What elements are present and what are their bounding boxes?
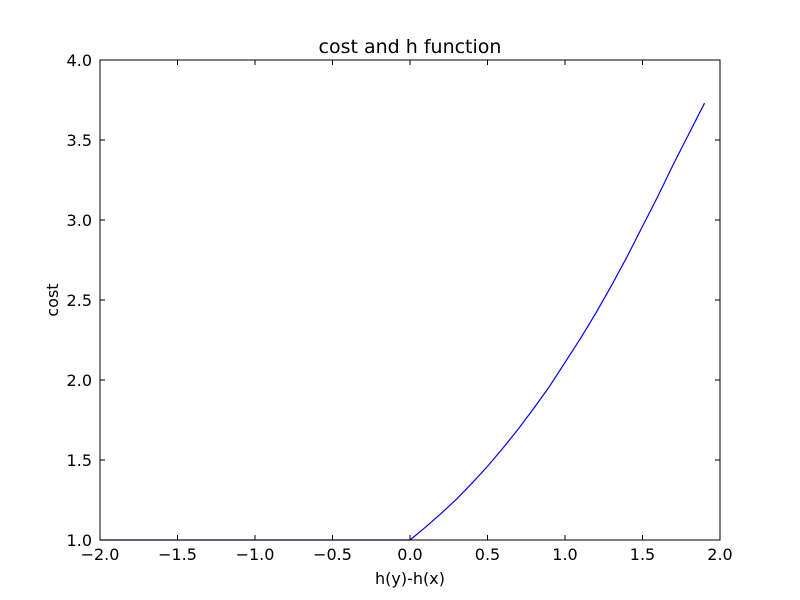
- y-tick-label: 2.5: [67, 291, 92, 310]
- y-tick-label: 4.0: [67, 51, 92, 70]
- y-tick-label: 1.5: [67, 451, 92, 470]
- x-tick-label: 0.0: [397, 545, 422, 564]
- x-tick-label: −1.5: [158, 545, 197, 564]
- x-tick-label: 1.0: [552, 545, 577, 564]
- y-tick-label: 3.5: [67, 131, 92, 150]
- y-axis-label: cost: [43, 283, 62, 316]
- y-tick-label: 3.0: [67, 211, 92, 230]
- x-tick-label: 1.5: [630, 545, 655, 564]
- x-tick-label: 2.0: [707, 545, 732, 564]
- axes-frame: [99, 59, 721, 541]
- x-axis-label: h(y)-h(x): [375, 569, 445, 588]
- x-tick-label: −2.0: [81, 545, 120, 564]
- x-tick-label: −1.0: [236, 545, 275, 564]
- x-tick-label: −0.5: [313, 545, 352, 564]
- plot-area: −2.0 −1.5 −1.0 −0.5 0.0 0.5 1.0 1.5 2.0 1.0 1.5 2.0…: [67, 51, 733, 564]
- series-line-0: [100, 102, 706, 541]
- chart-title: cost and h function: [319, 36, 502, 58]
- y-tick-label: 1.0: [67, 531, 92, 550]
- y-tick-label: 2.0: [67, 371, 92, 390]
- x-tick-label: 0.5: [475, 545, 500, 564]
